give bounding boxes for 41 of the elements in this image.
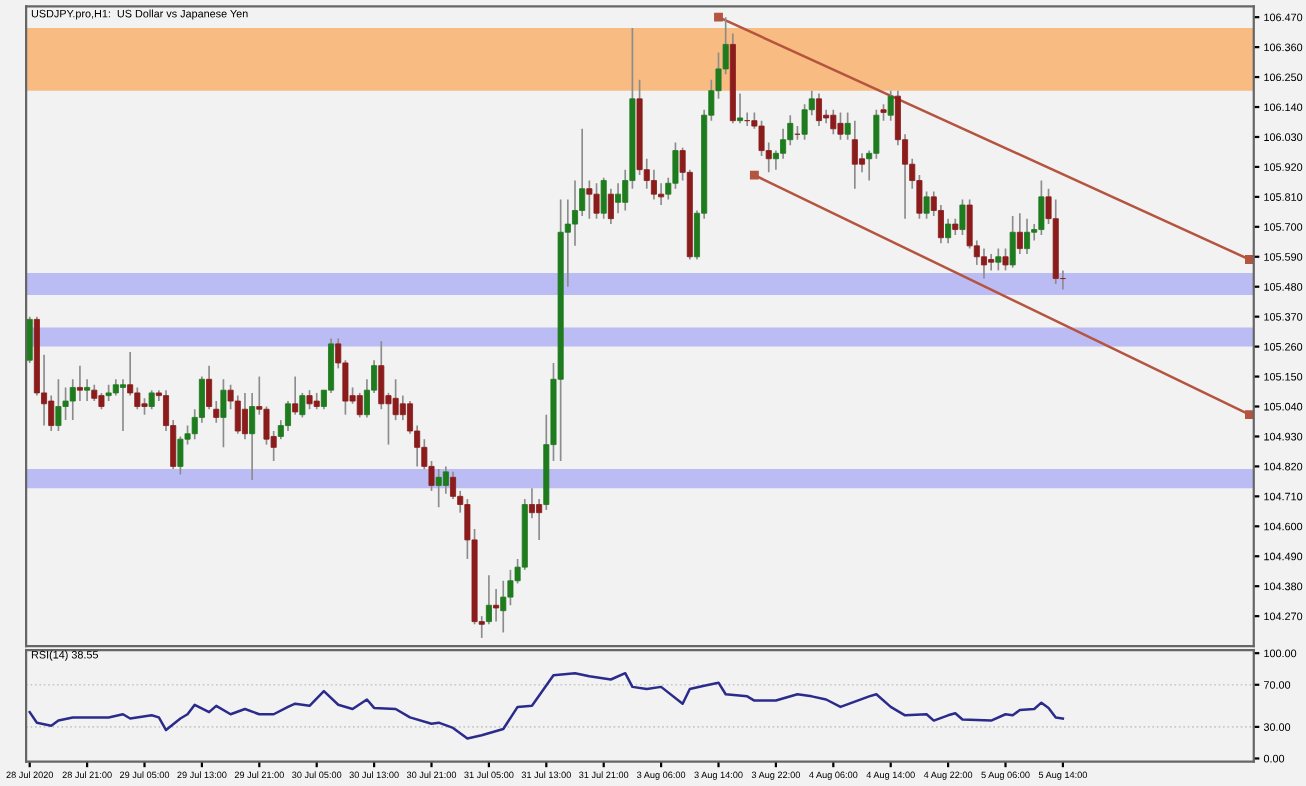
point	[1245, 410, 1254, 420]
candlestick	[600, 176, 607, 220]
candlestick	[737, 92, 744, 125]
candlestick	[26, 315, 33, 364]
candlestick	[292, 375, 299, 416]
candlestick	[148, 389, 155, 411]
candlestick	[1038, 179, 1045, 236]
candlestick	[995, 247, 1002, 272]
candlestick	[980, 247, 987, 280]
candlestick	[830, 108, 837, 136]
candlestick	[1002, 247, 1009, 272]
candlestick	[923, 190, 930, 220]
point	[749, 170, 759, 180]
candlestick	[55, 378, 62, 432]
candlestick	[234, 394, 241, 435]
candlestick	[435, 468, 442, 509]
point	[714, 12, 723, 22]
candlestick	[500, 579, 507, 634]
candlestick	[1016, 212, 1023, 255]
candlestick	[815, 92, 822, 127]
candlestick	[119, 378, 126, 432]
candlestick	[76, 364, 83, 402]
candlestick	[615, 182, 622, 215]
candlestick	[851, 119, 858, 190]
candlestick	[220, 378, 227, 449]
candlestick	[837, 111, 844, 141]
candlestick	[1009, 215, 1016, 269]
candlestick	[945, 217, 952, 244]
candlestick	[84, 378, 91, 402]
candlestick	[586, 179, 593, 220]
candlestick	[493, 588, 500, 623]
candlestick	[887, 89, 894, 122]
point	[1245, 255, 1254, 264]
candlestick	[241, 392, 248, 441]
candlestick	[356, 392, 363, 419]
candlestick	[528, 487, 535, 519]
line-series	[28, 671, 1065, 740]
candlestick	[306, 389, 313, 411]
candlestick	[959, 198, 966, 236]
candlestick	[593, 182, 600, 220]
candlestick	[1024, 217, 1031, 255]
